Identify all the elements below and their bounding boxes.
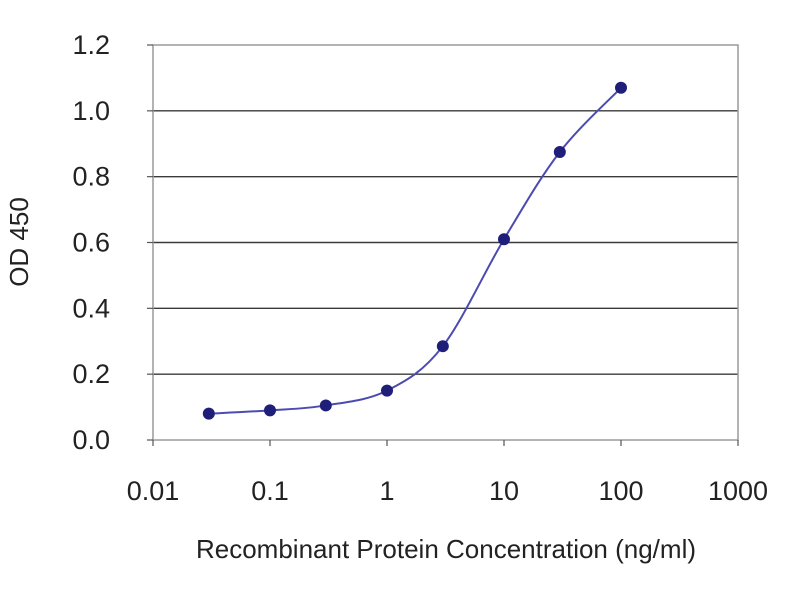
data-point bbox=[615, 81, 627, 94]
data-point bbox=[319, 399, 332, 412]
y-tick-label: 0.8 bbox=[72, 162, 110, 192]
grid-lines bbox=[153, 110, 738, 375]
y-axis-title: OD 450 bbox=[4, 197, 34, 287]
x-tick-label: 0.01 bbox=[127, 476, 180, 506]
y-tick-label: 1.2 bbox=[72, 30, 110, 60]
data-point bbox=[202, 407, 215, 420]
x-axis: 0.01 0.1 1 10 100 1000 bbox=[127, 440, 768, 506]
y-tick-label: 0.4 bbox=[72, 293, 110, 323]
x-axis-title: Recombinant Protein Concentration (ng/ml… bbox=[196, 534, 696, 564]
series-line bbox=[208, 87, 622, 415]
series-group bbox=[202, 81, 627, 420]
y-tick-label: 1.0 bbox=[72, 96, 110, 126]
data-point bbox=[381, 384, 393, 397]
x-tick-label: 100 bbox=[598, 476, 643, 506]
data-point bbox=[498, 233, 510, 246]
y-axis: 0.0 0.2 0.4 0.6 0.8 1.0 1.2 bbox=[72, 30, 153, 455]
y-tick-label: 0.2 bbox=[72, 359, 110, 389]
data-point bbox=[264, 404, 276, 417]
data-point bbox=[436, 340, 449, 353]
x-tick-label: 1000 bbox=[708, 476, 768, 506]
x-tick-label: 1 bbox=[379, 476, 394, 506]
data-point bbox=[553, 145, 566, 158]
y-tick-label: 0.6 bbox=[72, 228, 110, 258]
x-tick-label: 0.1 bbox=[251, 476, 289, 506]
y-tick-label: 0.0 bbox=[72, 425, 110, 455]
x-tick-label: 10 bbox=[489, 476, 519, 506]
